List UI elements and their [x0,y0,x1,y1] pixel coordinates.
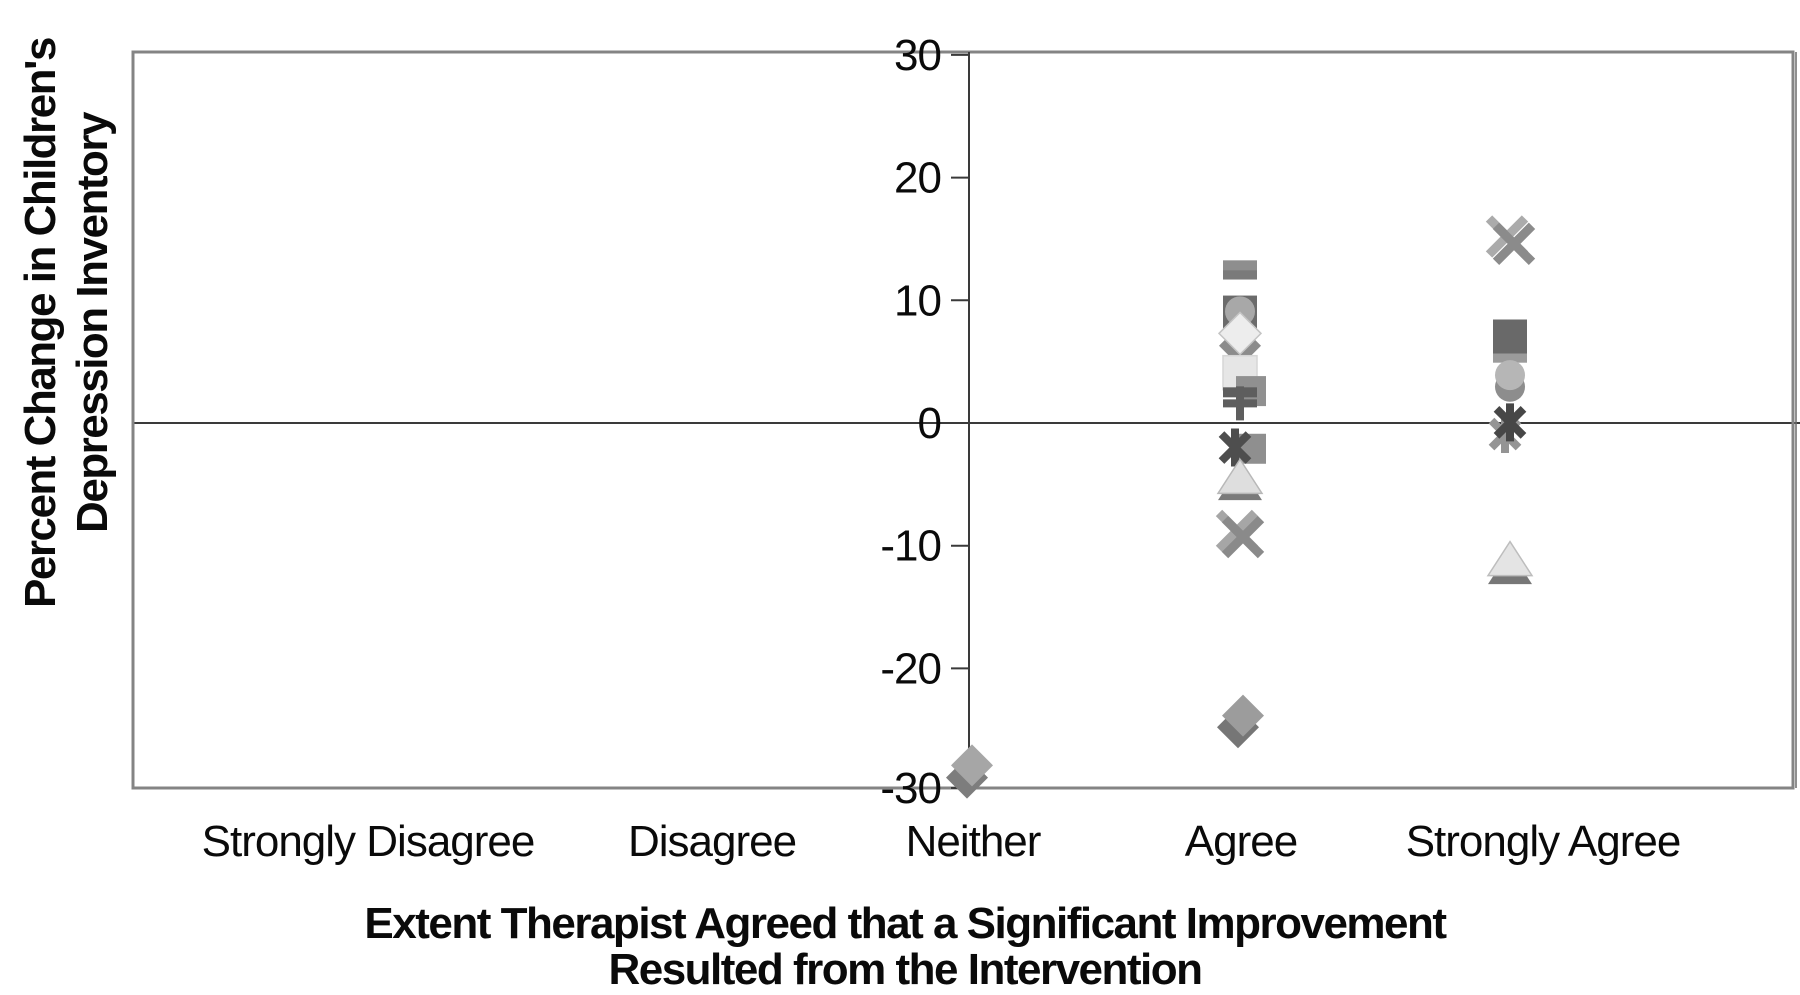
marker-diamond [1222,694,1264,737]
x-category-label: Agree [1185,817,1297,866]
plot-frame [131,50,1795,790]
marker-asterisk [1493,403,1527,442]
x-category-label: Disagree [628,817,796,866]
x-axis-title-line2: Resulted from the Intervention [608,945,1203,994]
y-tick-label: -30 [880,764,941,813]
marker-square [1493,319,1527,354]
marker-diamond [1217,311,1263,356]
x-category-label: Strongly Agree [1406,817,1681,866]
y-tick-label: -20 [880,644,941,693]
marker-dash [1223,269,1257,280]
marker-circle [1495,360,1525,391]
marker-triangle [1486,540,1534,577]
x-category-label: Neither [906,817,1041,866]
x-category-label: Strongly Disagree [202,817,535,866]
marker-triangle [1216,457,1264,495]
marker-dash [1223,260,1257,271]
marker-x [1492,222,1536,266]
x-axis-title: Extent Therapist Agreed that a Significa… [5,901,1800,993]
y-tick-label: 30 [894,31,941,80]
y-tick-label: 10 [894,276,941,325]
marker-x [1221,515,1265,559]
marker-circle [1225,296,1255,327]
marker-diamond [951,744,993,787]
marker-asterisk [1218,428,1252,467]
y-tick-label: 0 [918,399,941,448]
y-tick-label: 20 [894,154,941,203]
marker-plus [1223,386,1257,421]
x-axis-title-line1: Extent Therapist Agreed that a Significa… [364,899,1447,948]
y-tick-label: -10 [880,522,941,571]
